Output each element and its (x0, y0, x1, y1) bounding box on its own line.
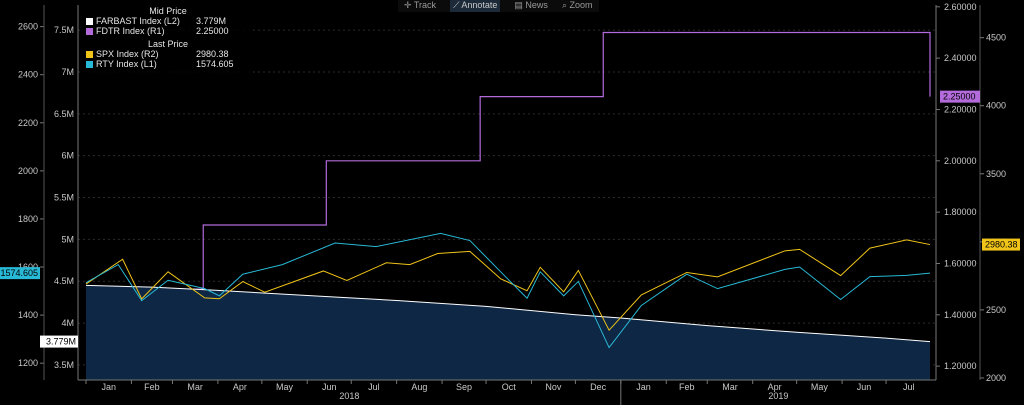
x-tick-label: Feb (679, 382, 695, 392)
series-layer (85, 31, 931, 380)
x-tick-label: Dec (590, 382, 607, 392)
farbast-last-value-tag: 3.779M (46, 337, 76, 347)
l2-tick-label: 7M (61, 67, 74, 77)
x-tick-label: Jan (636, 382, 651, 392)
rty-last-value-tag-bg (0, 267, 40, 280)
x-tick-label: Mar (187, 382, 203, 392)
series-spx-line (85, 239, 931, 332)
news-label: News (525, 0, 548, 10)
zoom-label: Zoom (569, 0, 593, 10)
x-tick-label: May (276, 382, 294, 392)
r2-tick-label: 4500 (986, 33, 1006, 43)
legend-value: 1574.605 (196, 59, 234, 69)
legend-value: 2.25000 (196, 26, 229, 36)
x-tick-label: Aug (411, 382, 427, 392)
legend-swatch (86, 17, 93, 25)
year-label-2018: 2018 (339, 391, 359, 401)
l1-tick-label: 2000 (18, 166, 38, 176)
r2-tick-label: 4000 (986, 101, 1006, 111)
l1-tick-label: 1200 (18, 358, 38, 368)
x-tick-label: Nov (545, 382, 562, 392)
legend-swatch (86, 50, 93, 58)
legend-name: FARBAST Index (L2) (96, 16, 180, 26)
fdtr-last-value-tag-bg (940, 90, 980, 103)
l2-tick-label: 5M (61, 234, 74, 244)
annotate-button[interactable]: ⟋ Annotate (450, 0, 501, 12)
x-tick-label: Jul (368, 382, 380, 392)
x-tick-label: Mar (722, 382, 738, 392)
l2-tick-label: 6M (61, 151, 74, 161)
series-fdtr-line (86, 31, 931, 290)
news-button[interactable]: ▤ News (514, 0, 548, 10)
legend-last-header: Last Price (147, 39, 189, 49)
x-tick-label: Apr (768, 382, 782, 392)
x-tick-label: Oct (502, 382, 517, 392)
fdtr-last-value-tag: 2.25000 (943, 92, 976, 102)
x-tick-label: May (811, 382, 829, 392)
r1-tick-label: 2.00000 (944, 156, 977, 166)
l1-tick-label: 2400 (18, 70, 38, 80)
r1-tick-label: 1.80000 (944, 207, 977, 217)
year-label-2019: 2019 (768, 391, 788, 401)
legend-name: SPX Index (R2) (96, 49, 159, 59)
legend-swatch (86, 27, 93, 35)
rty-last-value-tag: 1574.605 (0, 268, 38, 278)
r1-tick-label: 1.20000 (944, 361, 977, 371)
x-tick-label: Apr (233, 382, 247, 392)
legend-value: 2980.38 (196, 49, 229, 59)
x-tick-label: Jun (857, 382, 872, 392)
r1-tick-label: 2.40000 (944, 53, 977, 63)
x-tick-label: Sep (456, 382, 472, 392)
legend-swatch (86, 60, 93, 68)
chart-toolbar: ✛ Track ⟋ Annotate ▤ News ⌕ Zoom (398, 0, 599, 12)
r2-tick-label: 2000 (986, 373, 1006, 383)
legend-item-fdtr: FDTR Index (R1) 2.25000 (86, 26, 253, 36)
legend-name: RTY Index (L1) (96, 59, 157, 69)
r2-tick-label: 2500 (986, 305, 1006, 315)
farbast-last-value-tag-bg (40, 335, 78, 348)
r2-tick-label: 3500 (986, 169, 1006, 179)
legend-item-farbast: FARBAST Index (L2) 3.779M (86, 16, 253, 26)
l1-tick-label: 2600 (18, 22, 38, 32)
spx-last-value-tag: 2980.38 (985, 240, 1018, 250)
l1-tick-label: 1400 (18, 310, 38, 320)
x-tick-label: Jul (903, 382, 915, 392)
r1-tick-label: 2.20000 (944, 104, 977, 114)
legend-item-rty: RTY Index (L1) 1574.605 (86, 59, 253, 69)
chart-legend: Mid Price FARBAST Index (L2) 3.779M FDTR… (83, 3, 253, 77)
l1-tick-label: 1800 (18, 214, 38, 224)
series-farbast-area (86, 285, 930, 380)
l2-tick-label: 5.5M (54, 193, 74, 203)
legend-mid-header: Mid Price (149, 6, 187, 16)
series-rty-line (85, 232, 931, 349)
track-button[interactable]: ✛ Track (404, 0, 437, 10)
x-tick-label: Feb (144, 382, 160, 392)
x-tick-label: Jun (322, 382, 337, 392)
spx-last-value-tag-bg (982, 238, 1020, 251)
legend-name: FDTR Index (R1) (96, 26, 165, 36)
legend-value: 3.779M (196, 16, 227, 26)
l2-tick-label: 6.5M (54, 109, 74, 119)
x-tick-label: Jan (101, 382, 116, 392)
l2-tick-label: 4.5M (54, 276, 74, 286)
l2-tick-label: 3.5M (54, 360, 74, 370)
r1-tick-label: 1.60000 (944, 258, 977, 268)
track-label: Track (413, 0, 437, 10)
l1-tick-label: 1600 (18, 262, 38, 272)
l1-tick-label: 2200 (18, 118, 38, 128)
r1-tick-label: 1.40000 (944, 310, 977, 320)
l2-tick-label: 4M (61, 318, 74, 328)
r1-tick-label: 2.60000 (944, 2, 977, 12)
legend-item-spx: SPX Index (R2) 2980.38 (86, 49, 253, 59)
zoom-button[interactable]: ⌕ Zoom (561, 0, 593, 10)
l2-tick-label: 7.5M (54, 25, 74, 35)
annotate-label: Annotate (461, 0, 498, 10)
